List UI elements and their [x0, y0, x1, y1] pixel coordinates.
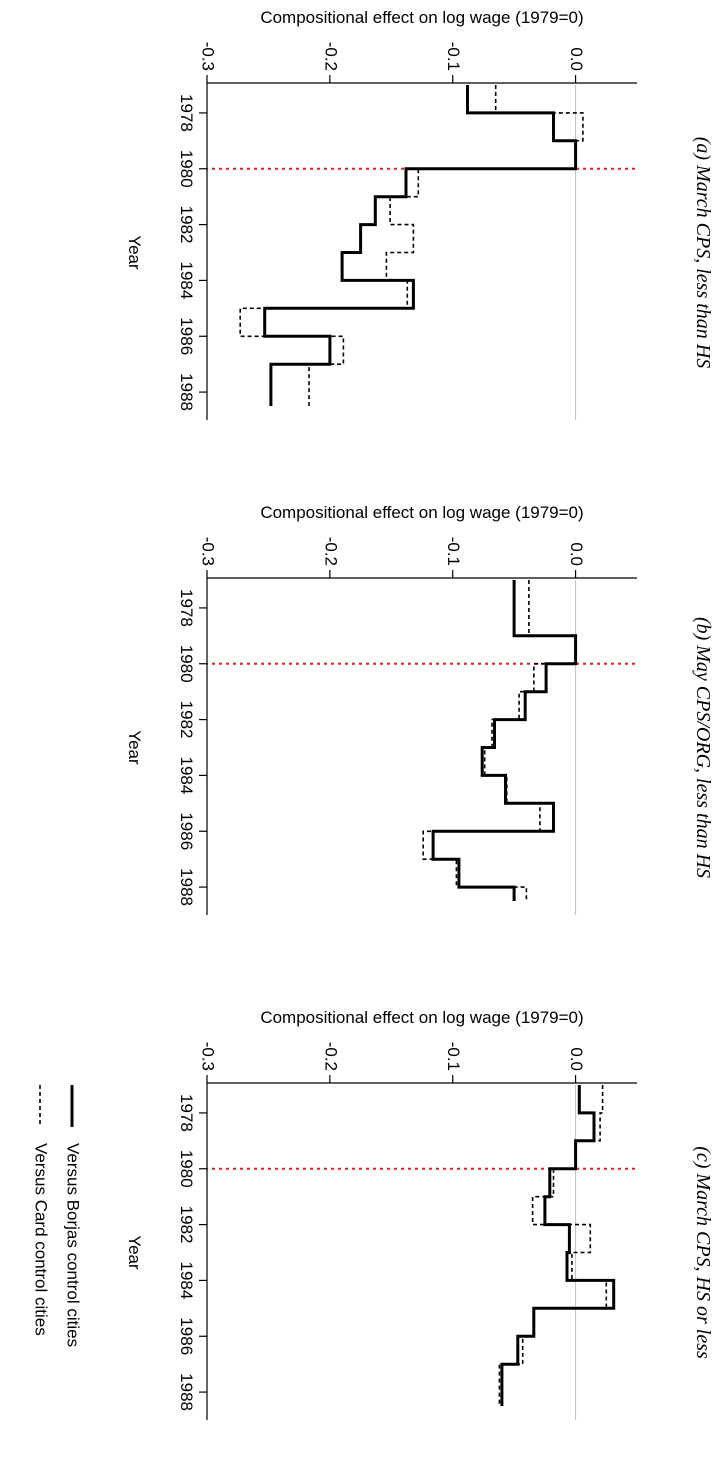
x-tick-label: 1980	[177, 645, 196, 683]
y-tick-label: -0.1	[444, 42, 463, 71]
x-tick-label: 1984	[177, 262, 196, 300]
y-tick-label: -0.1	[444, 537, 463, 566]
series-line-borjas	[263, 85, 578, 406]
x-tick-label: 1982	[177, 701, 196, 739]
rotated-figure-group: (a) March CPS, less than HS 0.0 -0.1 -0.2 -0…	[32, 8, 714, 1420]
x-tick-label: 1978	[177, 589, 196, 627]
y-tick-label: -0.2	[321, 1042, 340, 1071]
panel-2: (b) May CPS/ORG, less than HS 0.0 -0.1 -0.2…	[125, 503, 714, 915]
y-tick-label: -0.1	[444, 1042, 463, 1071]
legend-label: Versus Borjas control cities	[64, 1143, 83, 1347]
x-tick-label: 1984	[177, 1262, 196, 1300]
x-tick-label: 1980	[177, 1150, 196, 1188]
y-tick-label: -0.3	[199, 42, 218, 71]
series-line-borjas	[500, 1085, 616, 1406]
panels-group: (a) March CPS, less than HS 0.0 -0.1 -0.2 -0…	[125, 8, 714, 1420]
y-tick-label: 0.0	[567, 47, 586, 71]
x-tick-label: 1982	[177, 1206, 196, 1244]
legend-label: Versus Card control cities	[32, 1143, 51, 1336]
panel-3: (c) March CPS, HS or less 0.0 -0.1 -0.2 -0.3…	[125, 1008, 714, 1420]
y-tick-label: -0.3	[199, 537, 218, 566]
y-tick-label: 0.0	[567, 542, 586, 566]
x-tick-label: 1978	[177, 94, 196, 132]
y-axis-title: Compositional effect on log wage (1979=0…	[260, 8, 583, 27]
x-axis-title: Year	[125, 235, 144, 270]
x-tick-label: 1988	[177, 373, 196, 411]
x-axis-title: Year	[125, 730, 144, 765]
y-tick-label: -0.2	[321, 42, 340, 71]
series-line-card	[422, 580, 577, 901]
y-axis-title: Compositional effect on log wage (1979=0…	[260, 503, 583, 522]
y-tick-label: 0.0	[567, 1047, 586, 1071]
series-line-card	[239, 85, 584, 406]
panel-title: (b) May CPS/ORG, less than HS	[692, 617, 714, 878]
series-line-card	[498, 1085, 608, 1406]
y-tick-label: -0.2	[321, 537, 340, 566]
x-tick-label: 1986	[177, 1317, 196, 1355]
x-tick-label: 1980	[177, 150, 196, 188]
y-tick-label: -0.3	[199, 1042, 218, 1071]
x-tick-label: 1988	[177, 1373, 196, 1411]
x-tick-label: 1982	[177, 206, 196, 244]
x-tick-label: 1988	[177, 868, 196, 906]
x-tick-label: 1984	[177, 757, 196, 795]
panel-1: (a) March CPS, less than HS 0.0 -0.1 -0.2 -0…	[125, 8, 714, 420]
x-tick-label: 1986	[177, 812, 196, 850]
y-axis-title: Compositional effect on log wage (1979=0…	[260, 1008, 583, 1027]
panel-title: (c) March CPS, HS or less	[692, 1146, 714, 1359]
x-axis-title: Year	[125, 1235, 144, 1270]
x-tick-label: 1978	[177, 1094, 196, 1132]
legend: Versus Borjas control cities Versus Card …	[32, 1085, 83, 1347]
panel-title: (a) March CPS, less than HS	[692, 137, 714, 368]
series-line-borjas	[431, 580, 578, 901]
x-tick-label: 1986	[177, 317, 196, 355]
